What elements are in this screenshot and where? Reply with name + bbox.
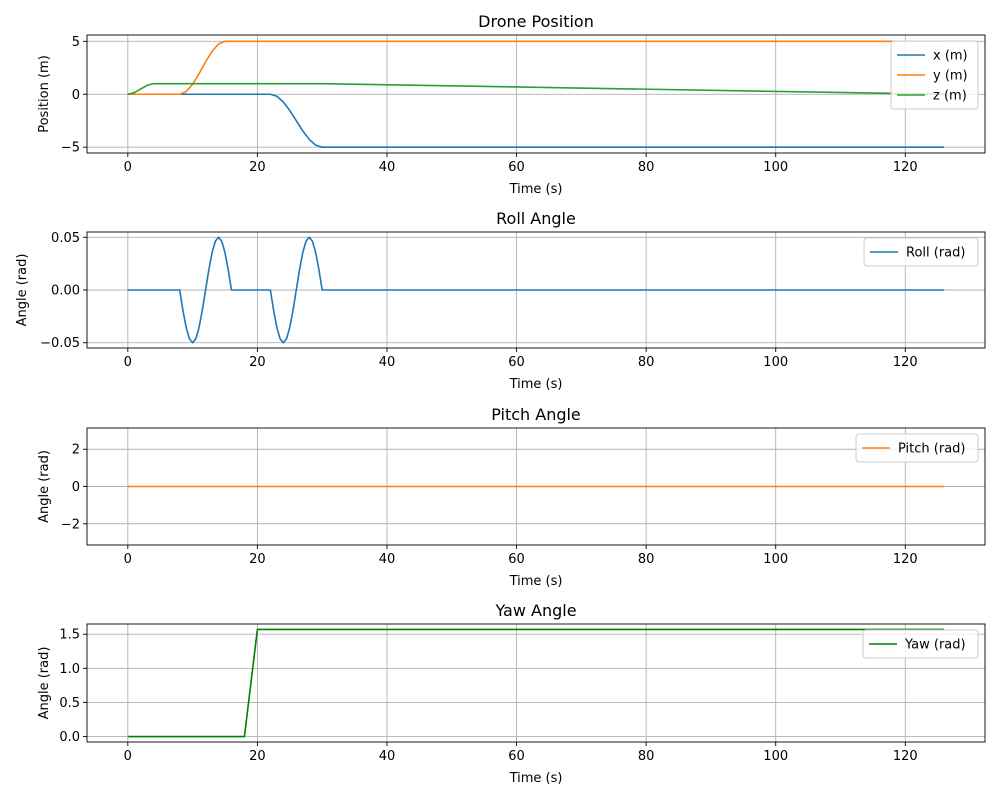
series-line-z (127, 82, 945, 96)
x-tick-label: 60 (508, 355, 525, 370)
axes-frame (86, 34, 986, 154)
x-tick-label: 100 (763, 749, 788, 764)
axes-frame (86, 623, 986, 743)
chart-title: Yaw Angle (494, 601, 576, 620)
y-axis-label: Angle (rad) (37, 450, 52, 523)
chart-title: Roll Angle (496, 209, 576, 228)
x-tick-label: 20 (249, 355, 266, 370)
y-tick-label: 0 (72, 88, 80, 103)
x-tick-label: 80 (638, 749, 655, 764)
legend-label: Roll (rad) (906, 246, 965, 261)
x-tick-label: 20 (249, 552, 266, 567)
legend-label: y (m) (933, 69, 968, 84)
chart-title: Pitch Angle (491, 405, 581, 424)
x-tick-label: 100 (763, 552, 788, 567)
x-tick-label: 40 (379, 749, 396, 764)
x-axis-label: Time (s) (509, 771, 563, 786)
x-tick-label: 0 (124, 749, 132, 764)
y-tick-label: 1.5 (59, 628, 80, 643)
y-tick-label: 5 (72, 35, 80, 50)
x-tick-label: 40 (379, 355, 396, 370)
legend: x (m) y (m) z (m) (890, 40, 979, 110)
x-tick-label: 120 (893, 355, 918, 370)
y-tick-label: 0 (72, 480, 80, 495)
legend-box (862, 629, 979, 659)
x-tick-label: 80 (638, 355, 655, 370)
y-axis-label: Position (m) (37, 55, 52, 133)
x-tick-label: 120 (893, 749, 918, 764)
subplot-1: Drone Position 0 20 40 60 80 100 120 −5 0 5 Time (s… (37, 12, 986, 197)
legend: Pitch (rad) (855, 433, 979, 463)
chart-title: Drone Position (478, 12, 594, 31)
axes-frame (86, 231, 986, 349)
y-tick-label: 0.5 (59, 696, 80, 711)
legend-label: z (m) (933, 89, 967, 104)
series-line-roll (127, 236, 945, 344)
x-tick-label: 40 (379, 552, 396, 567)
x-tick-label: 40 (379, 160, 396, 175)
legend-box (863, 237, 979, 267)
x-tick-label: 60 (508, 749, 525, 764)
x-tick-label: 0 (124, 552, 132, 567)
x-tick-label: 60 (508, 160, 525, 175)
legend: Yaw (rad) (862, 629, 979, 659)
y-tick-label: −0.05 (40, 336, 80, 351)
legend-box (890, 40, 979, 110)
y-axis-label: Angle (rad) (37, 647, 52, 720)
y-tick-label: 1.0 (59, 662, 80, 677)
x-tick-label: 0 (124, 160, 132, 175)
legend-box (855, 433, 979, 463)
legend-label: Pitch (rad) (898, 442, 966, 457)
x-tick-label: 60 (508, 552, 525, 567)
x-axis-label: Time (s) (509, 574, 563, 589)
y-tick-label: 2 (72, 443, 80, 458)
x-tick-label: 80 (638, 160, 655, 175)
x-axis-label: Time (s) (509, 377, 563, 392)
y-tick-label: 0.05 (51, 231, 80, 246)
y-tick-label: −2 (61, 517, 80, 532)
axes-frame (86, 427, 986, 546)
x-tick-label: 120 (893, 552, 918, 567)
x-axis-label: Time (s) (509, 182, 563, 197)
series-line-x (127, 93, 945, 148)
x-tick-label: 20 (249, 749, 266, 764)
y-tick-label: 0.00 (51, 284, 80, 299)
x-tick-label: 100 (763, 160, 788, 175)
y-tick-label: −5 (61, 141, 80, 156)
x-tick-label: 120 (893, 160, 918, 175)
subplot-2: Roll Angle 0 20 40 60 80 100 120 −0.05 0.00 0.05 Ti… (15, 209, 986, 392)
series-line-yaw (127, 628, 945, 738)
y-axis-label: Angle (rad) (15, 254, 30, 327)
subplot-3: Pitch Angle 0 20 40 60 80 100 120 −2 0 2 Time (s) An… (37, 405, 986, 589)
x-tick-label: 20 (249, 160, 266, 175)
series-line-y (127, 40, 945, 96)
legend: Roll (rad) (863, 237, 979, 267)
y-tick-label: 0.0 (59, 730, 80, 745)
legend-label: x (m) (933, 49, 968, 64)
subplot-4: Yaw Angle 0 20 40 60 80 100 120 0.0 0.5 1.0 1.5 Time… (37, 601, 986, 786)
x-tick-label: 0 (124, 355, 132, 370)
legend-label: Yaw (rad) (904, 638, 966, 653)
x-tick-label: 100 (763, 355, 788, 370)
x-tick-label: 80 (638, 552, 655, 567)
